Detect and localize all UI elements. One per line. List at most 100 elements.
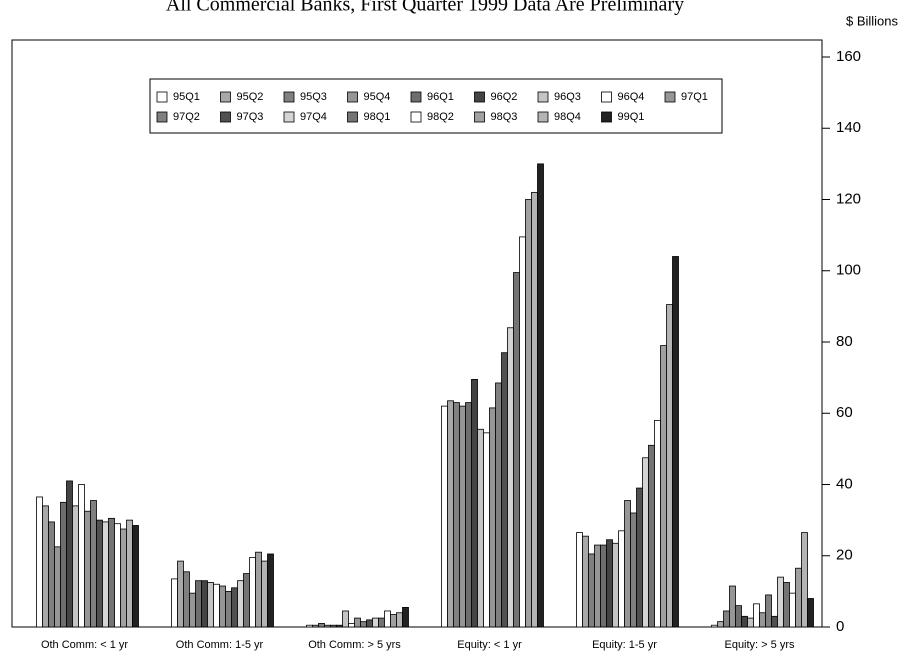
legend-label: 97Q4 — [300, 111, 327, 123]
bar — [501, 352, 508, 628]
bar — [513, 272, 520, 628]
bar — [354, 617, 361, 628]
bar — [612, 542, 619, 628]
bar — [729, 585, 736, 628]
bar — [42, 505, 49, 628]
bar — [618, 530, 625, 628]
bar — [78, 484, 85, 628]
bar — [630, 512, 637, 628]
x-tick-label: Oth Comm: < 1 yr — [41, 639, 128, 651]
bar — [771, 615, 778, 628]
bar — [741, 615, 748, 628]
bar — [642, 457, 649, 628]
bar — [177, 560, 184, 628]
y-tick-label: 40 — [836, 475, 853, 492]
bar — [747, 617, 754, 628]
bar — [477, 428, 484, 628]
legend-label: 97Q2 — [173, 111, 200, 123]
bar — [711, 624, 718, 628]
legend-label: 96Q4 — [618, 91, 645, 103]
legend-label: 97Q3 — [237, 111, 264, 123]
legend-swatch — [537, 91, 549, 103]
bar — [132, 525, 139, 628]
y-tick-label: 120 — [836, 190, 861, 207]
bar — [807, 598, 814, 628]
bar — [507, 327, 514, 628]
x-tick-label: Oth Comm: 1-5 yr — [176, 639, 264, 651]
legend-label: 95Q3 — [300, 91, 327, 103]
bar — [96, 519, 103, 628]
bar — [537, 163, 544, 628]
plot-frame — [11, 39, 823, 628]
bar — [249, 557, 256, 628]
bar — [36, 496, 43, 628]
bar — [372, 617, 379, 628]
bar — [114, 523, 121, 628]
bar — [489, 407, 496, 628]
bar — [795, 567, 802, 628]
bar — [267, 553, 274, 628]
y-tick-label: 0 — [836, 618, 844, 635]
bar — [54, 546, 61, 628]
bar — [471, 379, 478, 628]
bar — [171, 578, 178, 628]
legend-swatch — [220, 91, 231, 103]
bar — [213, 583, 220, 628]
bar — [126, 519, 133, 628]
legend-swatch — [664, 91, 676, 103]
bar — [483, 432, 490, 628]
bar — [90, 500, 97, 628]
bar — [582, 535, 589, 628]
bar — [654, 419, 661, 628]
bar — [120, 528, 127, 628]
bar — [759, 612, 766, 628]
y-tick-label: 140 — [836, 119, 861, 136]
bar — [324, 624, 331, 628]
y-tick-label: 80 — [836, 333, 853, 350]
bar — [465, 402, 472, 628]
bar — [624, 500, 631, 628]
legend-swatch — [474, 111, 485, 123]
legend-swatch — [283, 91, 295, 103]
legend-label: 98Q4 — [554, 111, 581, 123]
bar — [519, 236, 526, 628]
legend-swatch — [283, 111, 295, 123]
bar — [531, 191, 538, 628]
bar — [783, 582, 790, 628]
legend-swatch — [410, 91, 422, 103]
bar — [396, 612, 403, 628]
x-tick-label: Equity: < 1 yr — [457, 639, 522, 651]
x-tick-label: Oth Comm: > 5 yrs — [308, 639, 401, 651]
legend-label: 98Q1 — [364, 111, 391, 123]
legend-swatch — [220, 111, 231, 123]
bar — [219, 585, 226, 628]
legend-label: 99Q1 — [618, 111, 645, 123]
legend-swatch — [601, 111, 612, 123]
bar — [789, 592, 796, 628]
y-tick-label: 100 — [836, 262, 861, 279]
bar — [600, 544, 607, 628]
bar — [306, 624, 313, 628]
bar — [237, 580, 244, 628]
bar — [594, 544, 601, 628]
x-tick-label: Equity: 1-5 yr — [592, 639, 657, 651]
legend-label: 95Q2 — [237, 91, 264, 103]
bar — [723, 610, 730, 628]
bar — [495, 382, 502, 628]
legend-label: 96Q2 — [491, 91, 518, 103]
bar — [666, 304, 673, 628]
bar — [255, 551, 262, 628]
bar — [384, 610, 391, 628]
legend-swatch — [410, 111, 422, 123]
bar — [576, 532, 583, 628]
bar — [765, 594, 772, 628]
legend-swatch — [347, 111, 358, 123]
legend-swatch — [156, 111, 168, 123]
legend-label: 95Q4 — [364, 91, 391, 103]
bar — [66, 480, 73, 628]
bar — [318, 623, 325, 628]
y-axis-label: $ Billions — [846, 13, 899, 28]
bar — [777, 576, 784, 628]
legend-label: 96Q1 — [427, 91, 454, 103]
